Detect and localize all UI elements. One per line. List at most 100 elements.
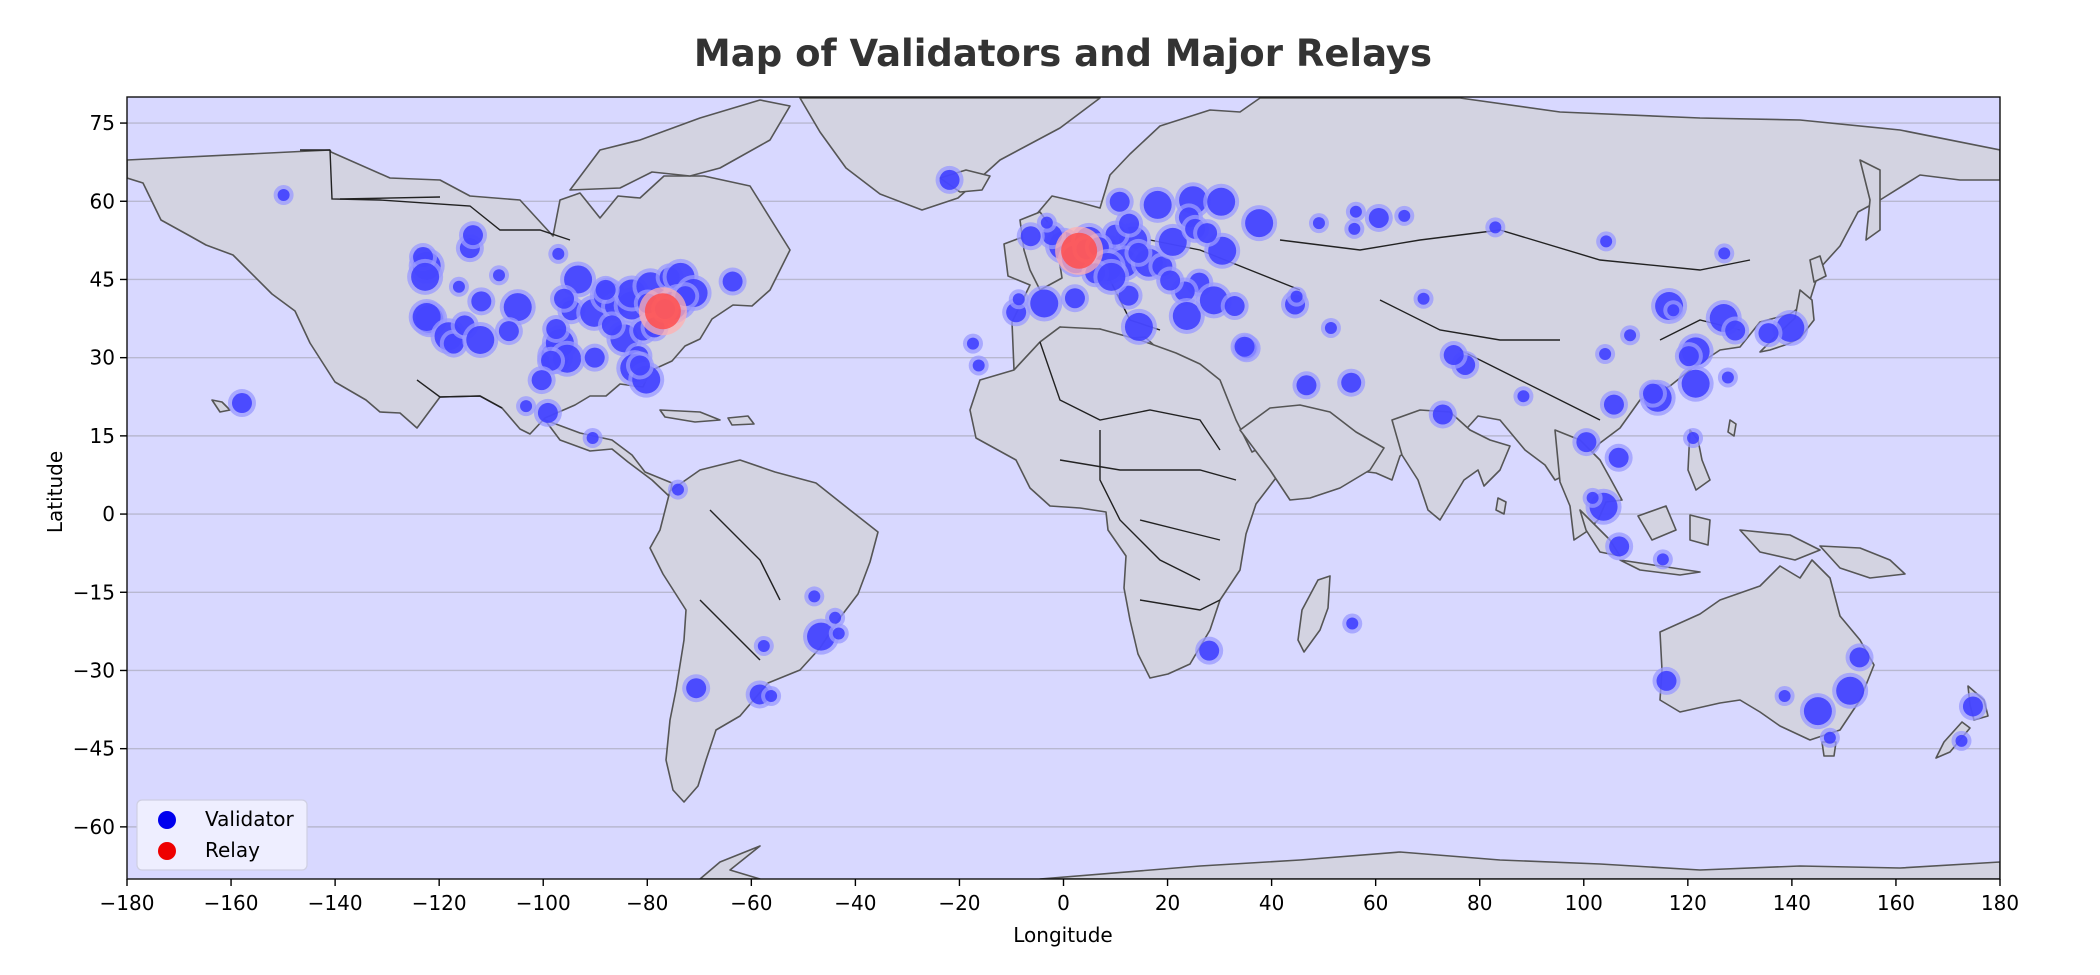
validator-point — [1714, 243, 1735, 264]
new-guinea — [1819, 545, 1906, 579]
y-tick-label: 30 — [90, 346, 115, 370]
point-core — [554, 288, 575, 309]
greenland-landmass — [799, 97, 1101, 211]
validator-point — [1120, 308, 1157, 345]
validator-point — [1203, 183, 1240, 220]
point-core — [1143, 190, 1172, 219]
point-core — [1489, 221, 1502, 234]
validator-point — [1124, 238, 1153, 267]
point-core — [1012, 293, 1025, 306]
point-core — [1803, 697, 1832, 726]
point-core — [1197, 223, 1218, 244]
point-core — [1030, 289, 1059, 318]
point-core — [546, 318, 567, 339]
y-tick-label: 60 — [90, 189, 115, 213]
point-core — [939, 169, 960, 190]
x-tick-label: −40 — [834, 891, 876, 915]
validator-point — [667, 479, 688, 500]
point-core — [765, 690, 778, 703]
x-tick-label: 180 — [1981, 891, 2019, 915]
point-core — [462, 225, 483, 246]
validator-point — [1168, 297, 1205, 334]
point-core — [1576, 432, 1597, 453]
y-tick-label: −60 — [73, 815, 115, 839]
validator-point — [1439, 341, 1468, 370]
point-core — [1290, 290, 1303, 303]
point-core — [1721, 371, 1734, 384]
y-tick-label: 15 — [90, 424, 115, 448]
legend: Validator Relay — [136, 799, 308, 871]
validator-point — [1342, 613, 1363, 634]
point-core — [972, 359, 985, 372]
point-core — [1962, 696, 1983, 717]
y-axis-ticks: 75 60 45 30 15 0 −15 −30 −45 −60 — [73, 111, 127, 839]
validator-point — [1139, 186, 1176, 223]
point-core — [1656, 670, 1677, 691]
point-core — [277, 189, 290, 202]
point-core — [1758, 323, 1779, 344]
point-core — [1678, 346, 1699, 367]
validator-point — [761, 686, 782, 707]
validator-point — [1674, 342, 1703, 371]
point-core — [552, 247, 565, 260]
point-core — [644, 293, 681, 330]
validator-point — [1799, 693, 1836, 730]
validator-point — [1115, 209, 1144, 238]
point-core — [520, 400, 533, 413]
validator-point — [1774, 686, 1795, 707]
sakhalin-kamchatka — [1859, 159, 1881, 241]
point-core — [808, 590, 821, 603]
validator-point — [1605, 532, 1634, 561]
validator-point — [597, 311, 626, 340]
point-core — [1603, 394, 1624, 415]
validator-point — [591, 275, 620, 304]
validator-point — [550, 284, 579, 313]
validator-point — [580, 343, 609, 372]
x-tick-label: 40 — [1259, 891, 1284, 915]
validator-point — [1337, 368, 1366, 397]
point-core — [1172, 301, 1201, 330]
validator-point — [1292, 371, 1321, 400]
point-core — [564, 265, 593, 294]
validator-point — [1286, 286, 1307, 307]
point-core — [1836, 676, 1865, 705]
point-core — [629, 355, 650, 376]
y-tick-label: −30 — [73, 658, 115, 682]
validator-point — [1958, 692, 1987, 721]
point-core — [1586, 491, 1599, 504]
point-core — [412, 303, 441, 332]
point-core — [498, 321, 519, 342]
validator-point — [488, 265, 509, 286]
validator-point — [1364, 203, 1393, 232]
x-tick-label: 160 — [1877, 891, 1915, 915]
point-core — [1955, 734, 1968, 747]
validator-point — [962, 333, 983, 354]
validator-point — [1230, 332, 1259, 361]
validator-point — [1344, 218, 1365, 239]
validator-point — [448, 276, 469, 297]
point-core — [1341, 372, 1362, 393]
validator-point — [462, 321, 499, 358]
point-core — [1061, 232, 1098, 269]
x-axis-label: Longitude — [1013, 923, 1112, 947]
validator-point — [273, 185, 294, 206]
validator-point — [1604, 443, 1633, 472]
x-tick-label: 100 — [1565, 891, 1603, 915]
point-core — [1849, 647, 1870, 668]
canadian-arctic-islands — [569, 99, 791, 191]
validator-point — [1193, 219, 1222, 248]
point-core — [1656, 553, 1669, 566]
validator-point — [1026, 285, 1063, 322]
validator-point — [1832, 672, 1869, 709]
x-tick-label: 140 — [1773, 891, 1811, 915]
validator-point — [1663, 300, 1684, 321]
validator-point — [1717, 367, 1738, 388]
validator-point — [968, 355, 989, 376]
validator-point — [1652, 549, 1673, 570]
validator-point — [804, 586, 825, 607]
validator-point — [1620, 325, 1641, 346]
validator-point — [803, 618, 840, 655]
validator-point — [1156, 266, 1185, 295]
point-core — [1124, 312, 1153, 341]
